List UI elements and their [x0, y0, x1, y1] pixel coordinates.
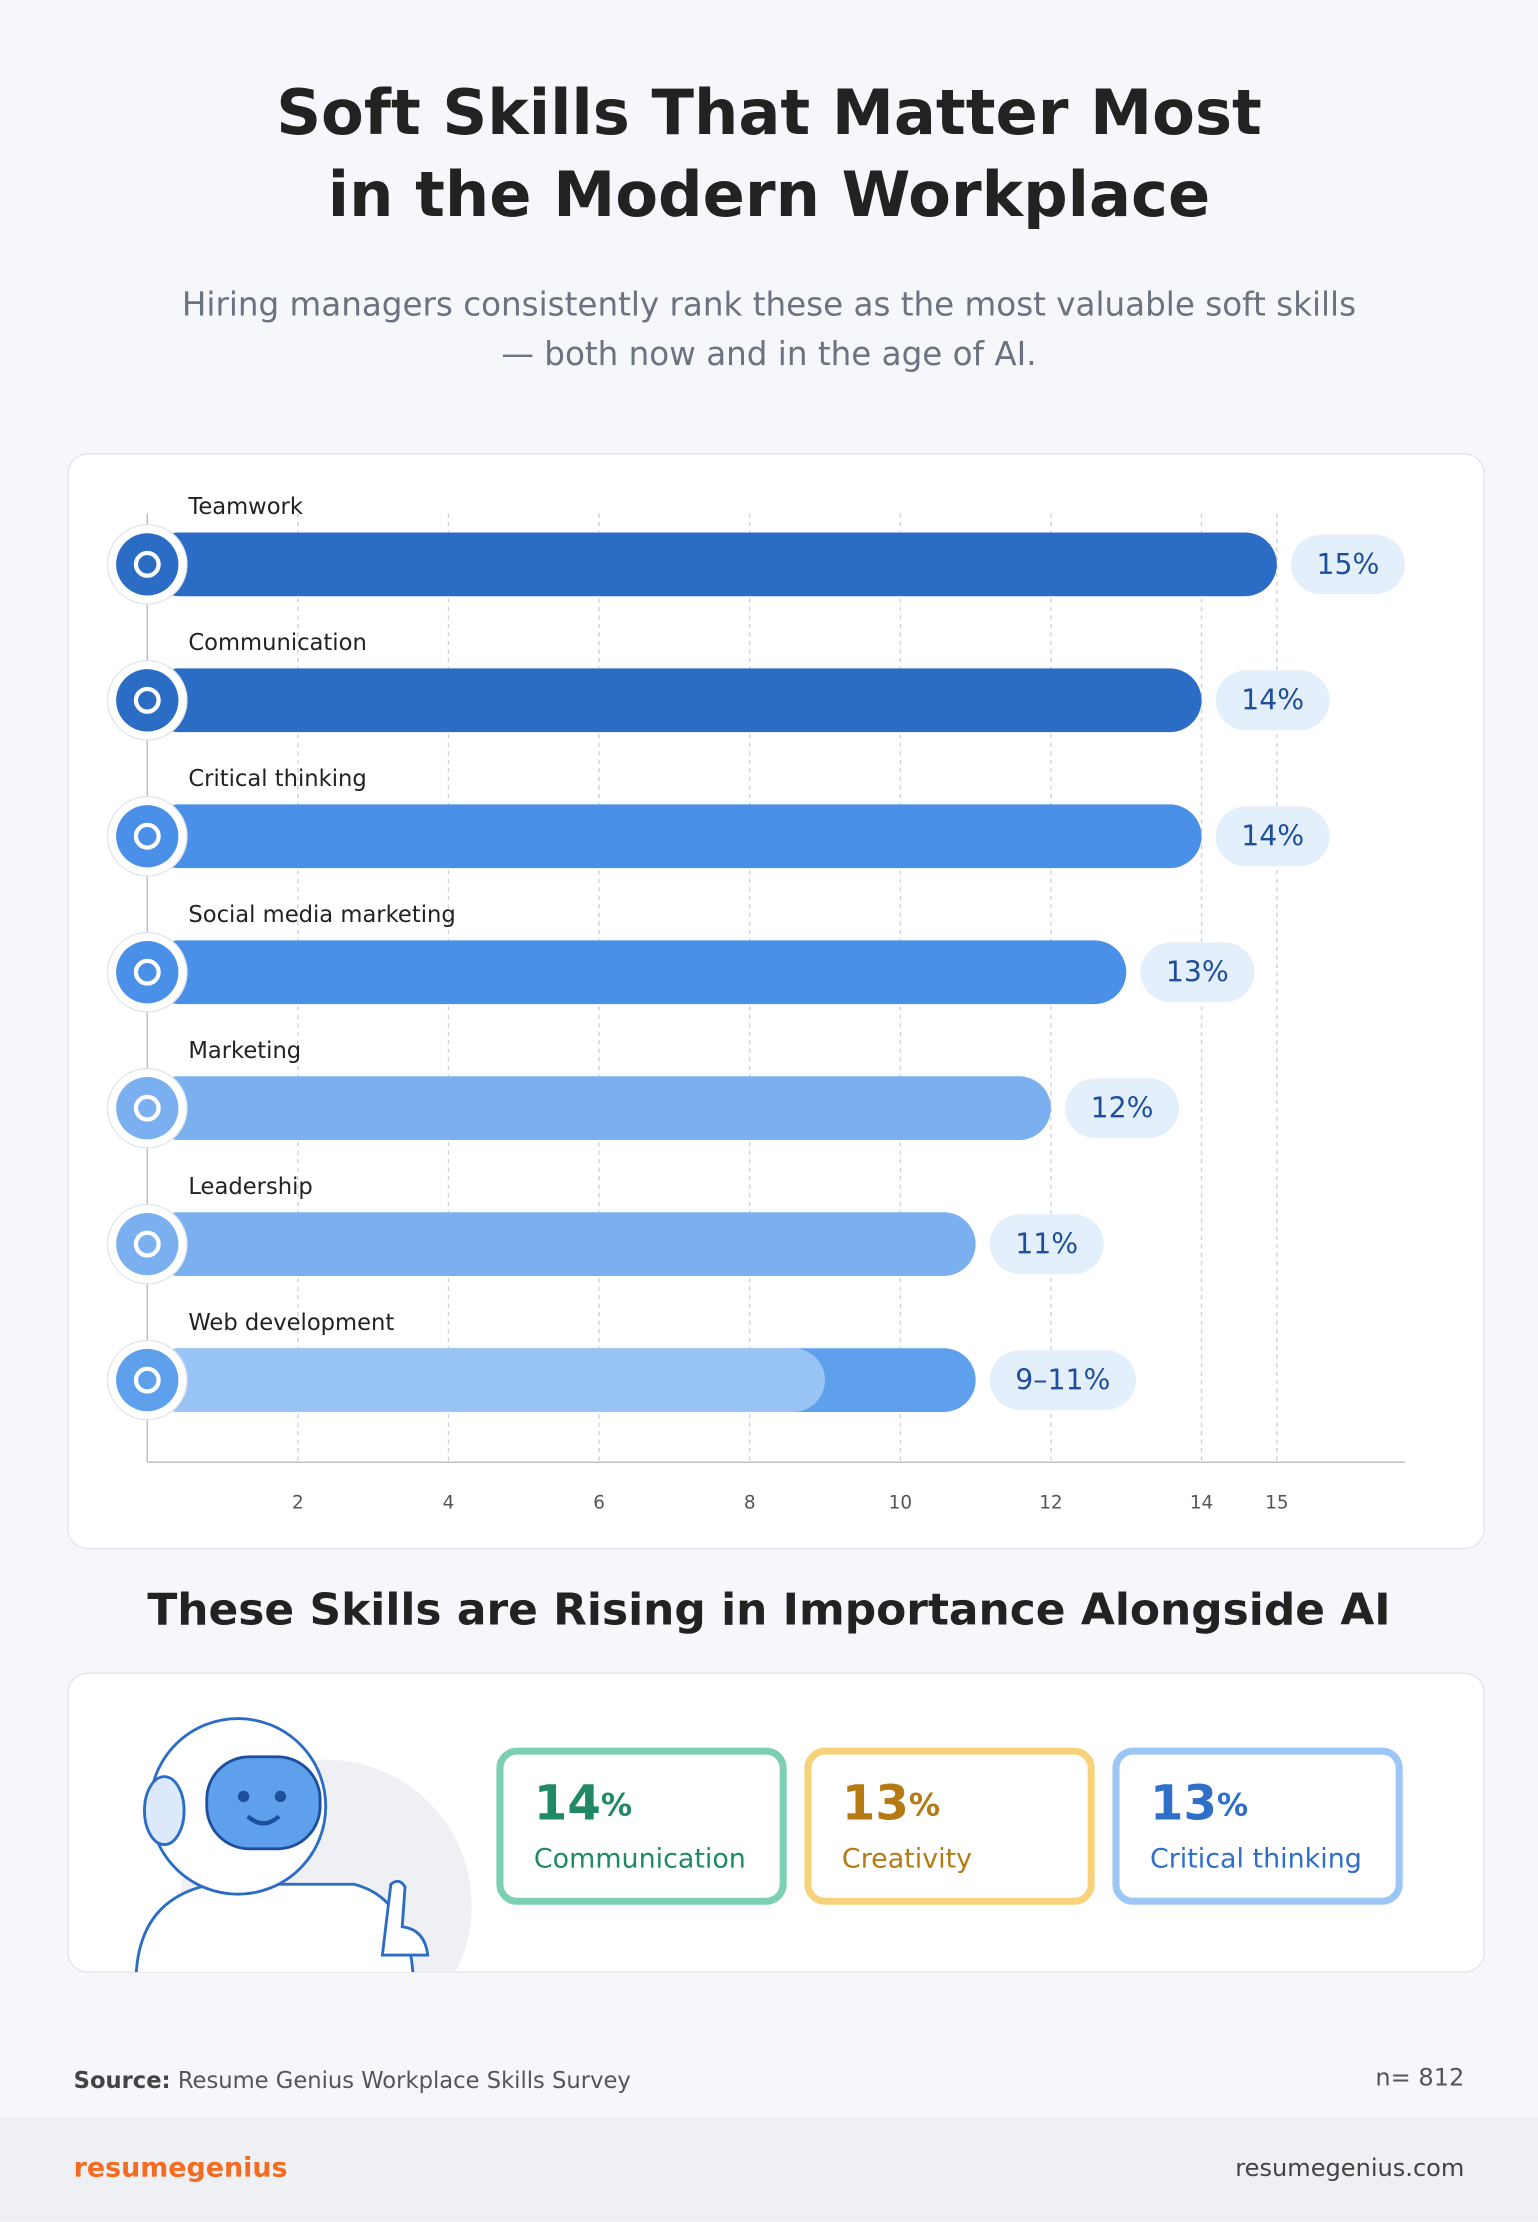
category-label: Social media marketing	[188, 902, 455, 928]
icon	[116, 1077, 179, 1140]
stat-card	[804, 1747, 1095, 1905]
footer	[0, 2117, 1538, 2222]
stat-value: 14%	[534, 1775, 632, 1831]
stat-number: 13	[1150, 1775, 1217, 1831]
stat-number: 14	[534, 1775, 601, 1831]
stat-value: 13%	[842, 1775, 940, 1831]
value-label: 13%	[1166, 956, 1229, 989]
value-label: 11%	[1015, 1228, 1078, 1261]
category-label: Leadership	[188, 1174, 312, 1200]
value-pill	[1291, 534, 1405, 595]
icon-glyph	[133, 1230, 161, 1258]
source: Source: Resume Genius Workplace Skills S…	[74, 2068, 631, 2094]
stat-value: 13%	[1150, 1775, 1248, 1831]
title: Soft Skills That Matter Most	[276, 76, 1262, 149]
bar-low	[147, 1348, 826, 1412]
icon-glyph	[133, 958, 161, 986]
category-label: Critical thinking	[188, 766, 366, 792]
category-label: Communication	[188, 630, 366, 656]
bar	[147, 1212, 976, 1276]
icon-glyph	[133, 550, 161, 578]
stat-cards: 14% Communication 13% Creativity 13% Critical…	[496, 1747, 1403, 1905]
bar	[147, 940, 1127, 1005]
value-label: 9–11%	[1015, 1363, 1110, 1396]
icon-glyph	[133, 686, 161, 714]
x-tick-label: 14	[1190, 1492, 1213, 1513]
value-pill	[989, 1214, 1104, 1274]
stat-unit: %	[1217, 1787, 1248, 1823]
value-label: 14%	[1241, 820, 1304, 853]
bar	[147, 668, 1202, 733]
title: in the Modern Workplace	[328, 158, 1210, 231]
source-text: Resume Genius Workplace Skills Survey	[178, 2068, 631, 2094]
icon	[116, 941, 179, 1004]
bar	[147, 532, 1277, 597]
section-title: These Skills are Rising in Importance Al…	[147, 1584, 1390, 1635]
stat-card	[1112, 1747, 1403, 1905]
chart: 2 4 6 8 10 12 14 15 Teamwork 15% Communication 14% C…	[106, 494, 1405, 1513]
stat-unit: %	[601, 1787, 632, 1823]
icon	[116, 1212, 179, 1276]
icon	[116, 669, 179, 732]
value-pill	[1140, 942, 1255, 1002]
value-pill	[989, 1350, 1136, 1410]
x-tick-label: 6	[593, 1492, 605, 1513]
stat-label: Critical thinking	[1150, 1844, 1362, 1875]
bar	[147, 1076, 1051, 1141]
value-label: 15%	[1317, 548, 1380, 581]
category-label: Teamwork	[187, 494, 304, 520]
value-pill	[1215, 806, 1330, 866]
icon	[116, 805, 179, 868]
icon-glyph	[133, 1366, 161, 1394]
value-pill	[1065, 1078, 1180, 1138]
bar	[147, 804, 1202, 869]
stat-number: 13	[842, 1775, 909, 1831]
category-label: Web development	[188, 1310, 394, 1336]
x-tick-label: 15	[1265, 1492, 1288, 1513]
source-label: Source:	[74, 2068, 171, 2094]
x-tick-label: 10	[889, 1492, 912, 1513]
stat-unit: %	[909, 1787, 940, 1823]
stat-label: Creativity	[842, 1844, 972, 1875]
x-tick-label: 2	[292, 1492, 304, 1513]
stat-label: Communication	[534, 1844, 746, 1875]
icon	[116, 533, 179, 596]
subtitle: Hiring managers consistently rank these …	[182, 286, 1356, 324]
icon-glyph	[133, 822, 161, 850]
value-label: 12%	[1091, 1092, 1154, 1125]
subtitle: — both now and in the age of AI.	[501, 335, 1036, 373]
sample-size: n= 812	[1375, 2063, 1464, 2091]
brand: resumegenius	[74, 2152, 288, 2183]
value-pill	[1215, 670, 1330, 731]
website: resumegenius.com	[1235, 2154, 1464, 2182]
x-tick-label: 12	[1039, 1492, 1062, 1513]
icon-glyph	[133, 1094, 161, 1122]
icon	[116, 1348, 179, 1412]
stat-card	[496, 1747, 787, 1905]
value-label: 14%	[1241, 684, 1304, 717]
x-tick-label: 8	[744, 1492, 756, 1513]
x-tick-label: 4	[443, 1492, 455, 1513]
category-label: Marketing	[188, 1038, 301, 1064]
robot	[134, 1717, 472, 1973]
